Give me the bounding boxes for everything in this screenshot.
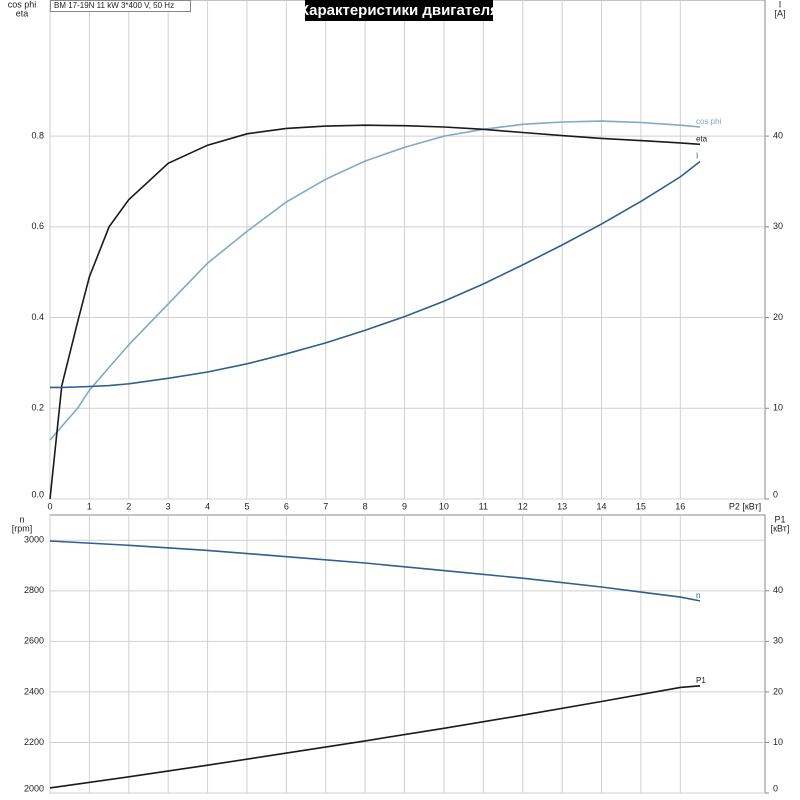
info-box xyxy=(50,0,191,12)
y-tick-label: 2600 xyxy=(24,636,44,646)
series-label: I xyxy=(696,152,698,161)
y2-tick-label: 30 xyxy=(773,221,783,231)
x-tick-label: 10 xyxy=(439,501,449,511)
y-tick-label: 2200 xyxy=(24,737,44,747)
x-tick-label: 14 xyxy=(597,501,607,511)
x-tick-label: 12 xyxy=(518,501,528,511)
y-tick-label: 0.2 xyxy=(31,403,44,413)
x-tick-label: 13 xyxy=(557,501,567,511)
y2-axis-label: [кВт] xyxy=(771,523,790,533)
y2-tick-label: 0 xyxy=(773,489,778,499)
y-axis-label: cos phi xyxy=(8,0,37,9)
title: Характеристики двигателя xyxy=(299,2,499,19)
y-tick-label: 0.8 xyxy=(31,130,44,140)
x-tick-label: 8 xyxy=(363,501,368,511)
x-axis-label: P2 [кВт] xyxy=(729,501,761,511)
x-tick-label: 9 xyxy=(402,501,407,511)
x-tick-label: 11 xyxy=(479,501,488,511)
y2-tick-label: 30 xyxy=(773,636,783,646)
y2-tick-label: 0 xyxy=(773,783,778,793)
y2-tick-label: 40 xyxy=(773,585,783,595)
series-line xyxy=(49,124,701,500)
info: BM 17-19N 11 kW 3*400 V, 50 Hz xyxy=(54,1,174,10)
layers: 0 1 2 3 4 5 6 7 8 9 10 11 12 13 14 15 16 P2 [кВт]0.00.20.… xyxy=(8,0,790,794)
x-tick-label: 5 xyxy=(244,501,249,511)
y-tick-label: 3000 xyxy=(24,535,44,545)
y2-tick-label: 10 xyxy=(773,403,783,413)
y2-axis-label: I xyxy=(779,0,782,9)
series-line xyxy=(49,120,701,441)
y-tick-label: 0.6 xyxy=(31,221,44,231)
series-line xyxy=(50,160,701,389)
y2-tick-label: 10 xyxy=(773,737,783,747)
series-label: eta xyxy=(696,134,708,143)
y-tick-label: 2000 xyxy=(24,783,44,793)
y-axis-label: eta xyxy=(16,8,29,18)
series-label: cos phi xyxy=(696,117,722,126)
y-tick-label: 0.0 xyxy=(31,489,44,499)
series-label: n xyxy=(696,591,700,600)
x-tick-label: 3 xyxy=(166,501,171,511)
y2-tick-label: 20 xyxy=(773,312,783,322)
title-box xyxy=(305,0,493,21)
y-axis-label: [rpm] xyxy=(12,523,33,533)
series-label: P1 xyxy=(696,676,706,685)
y-tick-label: 2400 xyxy=(24,686,44,696)
bottom-frame xyxy=(49,514,766,794)
y2-axis-label: [A] xyxy=(774,8,785,18)
y-axis-label: n xyxy=(19,514,24,524)
x-tick-label: 16 xyxy=(675,501,685,511)
series-line xyxy=(49,540,701,602)
y2-axis-label: P1 xyxy=(774,514,785,524)
x-tick-label: 0 xyxy=(47,501,52,511)
x-tick-label: 15 xyxy=(636,501,646,511)
series-line xyxy=(49,685,701,789)
y2-tick-label: 20 xyxy=(773,686,783,696)
top-frame xyxy=(49,0,766,500)
y-tick-label: 2800 xyxy=(24,585,44,595)
x-tick-label: 6 xyxy=(284,501,289,511)
y-tick-label: 0.4 xyxy=(31,312,44,322)
x-tick-label: 7 xyxy=(323,501,328,511)
x-tick-label: 2 xyxy=(126,501,131,511)
x-tick-label: 1 xyxy=(87,501,92,511)
x-tick-label: 4 xyxy=(205,501,210,511)
y2-tick-label: 40 xyxy=(773,130,783,140)
